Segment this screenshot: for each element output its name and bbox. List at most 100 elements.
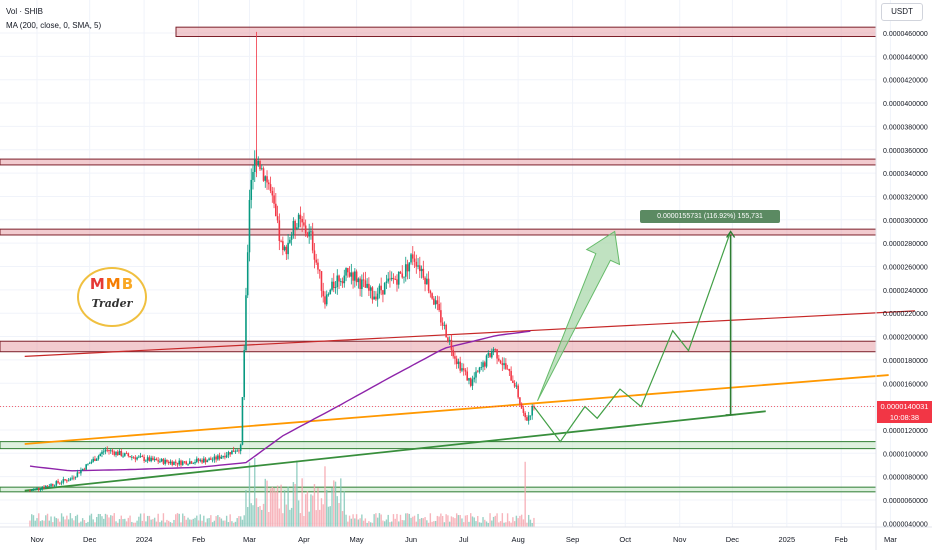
candle-body xyxy=(510,371,512,381)
candle-body xyxy=(73,477,75,479)
candle-body xyxy=(401,273,404,278)
volume-bar xyxy=(484,519,486,527)
x-tick-label: Jun xyxy=(405,535,417,544)
volume-bar xyxy=(322,504,324,527)
candle-body xyxy=(392,277,395,279)
volume-bar xyxy=(440,513,442,527)
volume-bar xyxy=(436,515,439,527)
candle-body xyxy=(57,481,59,483)
candle-body xyxy=(438,304,440,311)
candle-body xyxy=(403,276,405,278)
volume-bar xyxy=(275,491,277,527)
candle-body xyxy=(99,454,102,456)
x-axis: Nov Dec 2024 Feb Mar Apr May Jun Jul Aug Sep Oct Nov… xyxy=(0,526,932,544)
volume-bar xyxy=(171,522,173,527)
candle-body xyxy=(41,487,44,490)
volume-bar xyxy=(415,521,417,527)
candle-body xyxy=(271,190,274,196)
support-zone xyxy=(0,486,877,493)
volume-bar xyxy=(319,509,321,527)
volume-bar xyxy=(115,521,117,527)
candle-body xyxy=(375,296,377,300)
volume-bar xyxy=(412,516,414,527)
volume-bar xyxy=(345,514,347,527)
volume-bar xyxy=(285,504,288,527)
candle-body xyxy=(248,199,251,253)
candle-body xyxy=(526,417,528,421)
volume-bar xyxy=(103,518,105,527)
candle-body xyxy=(341,281,344,284)
volume-bar xyxy=(505,522,507,527)
candle-body xyxy=(427,278,430,291)
y-tick-label: 0.0000460000 xyxy=(883,31,928,38)
volume-bar xyxy=(129,515,131,527)
candle-body xyxy=(411,254,414,259)
volume-bar xyxy=(376,517,379,527)
y-tick-label: 0.0000280000 xyxy=(883,241,928,248)
volume-bar xyxy=(225,515,228,527)
candle-body xyxy=(462,368,465,371)
candle-body xyxy=(505,363,507,369)
candle-body xyxy=(426,278,428,285)
candle-body xyxy=(185,461,188,465)
measure-arrowhead xyxy=(726,230,736,238)
x-tick-label: Feb xyxy=(835,535,848,544)
candle-body xyxy=(311,231,314,251)
candle-body xyxy=(480,367,483,368)
candle-body xyxy=(364,280,367,288)
candle-body xyxy=(531,405,533,416)
volume-bar xyxy=(296,460,298,527)
volume-bar xyxy=(134,522,137,527)
volume-bars xyxy=(29,458,535,527)
candle-body xyxy=(50,484,52,487)
volume-bar xyxy=(164,522,166,527)
candle-body xyxy=(301,218,303,223)
volume-bar xyxy=(69,513,72,527)
candle-body xyxy=(315,259,318,263)
volume-bar xyxy=(81,518,84,527)
candle-body xyxy=(220,456,223,459)
volume-bar xyxy=(83,520,86,527)
volume-bar xyxy=(470,513,472,527)
candle-body xyxy=(218,455,221,459)
volume-bar xyxy=(232,522,235,527)
candle-body xyxy=(167,461,170,464)
candle-body xyxy=(85,464,87,470)
volume-bar xyxy=(41,520,43,527)
volume-bar xyxy=(294,483,296,527)
candle-body xyxy=(159,461,161,463)
candle-body xyxy=(519,397,521,404)
volume-bar xyxy=(36,518,38,527)
candle-body xyxy=(452,349,454,357)
candle-body xyxy=(429,290,432,294)
candle-body xyxy=(469,378,472,386)
candle-body xyxy=(46,485,49,487)
volume-bar xyxy=(485,521,488,527)
volume-bar xyxy=(331,487,333,527)
volume-bar xyxy=(438,516,440,527)
candle-body xyxy=(69,478,72,481)
volume-bar xyxy=(204,522,207,527)
candle-body xyxy=(253,159,256,173)
candle-body xyxy=(178,460,181,465)
candle-body xyxy=(211,459,214,461)
volume-bar xyxy=(52,522,54,527)
x-tick-label: Dec xyxy=(726,535,740,544)
candle-body xyxy=(257,160,260,166)
volume-bar xyxy=(489,513,491,527)
candle-body xyxy=(352,272,354,281)
candle-body xyxy=(334,287,337,289)
current-price-tag: 0.0000140031 10:08:38 xyxy=(877,401,932,423)
volume-bar xyxy=(120,515,122,527)
candle-body xyxy=(210,458,212,460)
volume-bar xyxy=(512,517,514,527)
candle-body xyxy=(515,385,518,387)
volume-bar xyxy=(427,522,430,527)
currency-button[interactable]: USDT xyxy=(881,3,923,21)
candle-body xyxy=(104,449,107,452)
volume-bar xyxy=(410,517,412,527)
candle-body xyxy=(250,179,253,200)
candle-body xyxy=(369,287,372,291)
